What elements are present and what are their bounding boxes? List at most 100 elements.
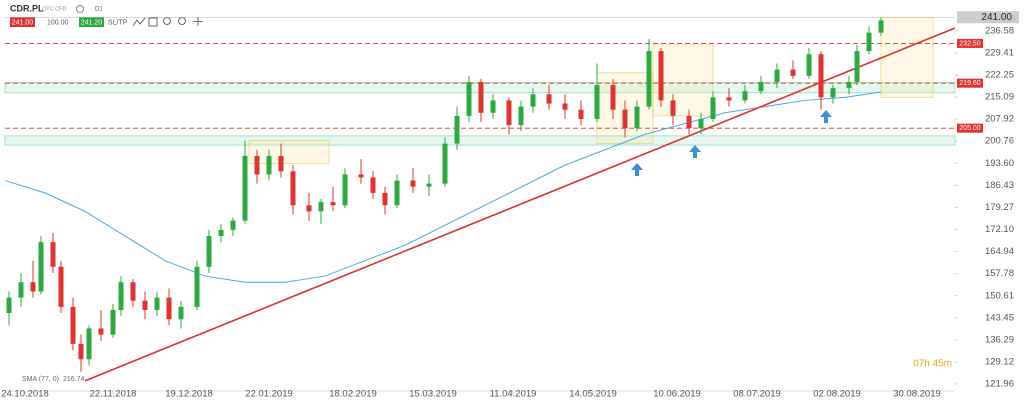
candle-body	[38, 242, 44, 292]
candle-body	[686, 115, 692, 129]
candle-body	[426, 183, 432, 187]
level-label: 232.50	[959, 40, 981, 47]
candle-body	[878, 20, 884, 33]
candle-body	[30, 282, 36, 292]
y-tick-label: 143.45	[985, 312, 1014, 323]
candle-body	[578, 109, 584, 119]
trendline	[84, 27, 956, 382]
support-zone	[4, 135, 956, 146]
candle-body	[194, 266, 200, 307]
buy-box[interactable]	[79, 17, 104, 27]
candle-body	[98, 328, 104, 335]
candle-body	[546, 94, 552, 104]
timeframe[interactable]: D1	[95, 7, 103, 13]
x-tick-label: 10.06.2019	[653, 389, 701, 400]
candle-body	[86, 328, 92, 360]
indicator-icon[interactable]	[148, 17, 158, 27]
candle-body	[758, 81, 764, 92]
candle-body	[466, 81, 472, 116]
y-tick-label: 121.96	[985, 379, 1014, 390]
candle-body	[610, 85, 616, 110]
candle-body	[130, 282, 136, 301]
candle-body	[318, 202, 324, 212]
sl-tp[interactable]: SL/TP	[108, 19, 128, 26]
up-arrow	[631, 163, 643, 176]
candle-body	[78, 343, 84, 360]
candle-body	[774, 69, 780, 82]
candle-body	[442, 143, 448, 184]
candle-body	[846, 81, 852, 89]
candle-body	[70, 306, 76, 344]
candle-body	[50, 242, 56, 267]
volume[interactable]: 100.00	[47, 19, 69, 26]
candle-body	[178, 306, 184, 320]
y-tick-label: 229.41	[985, 47, 1014, 58]
y-tick-label: 129.12	[985, 356, 1014, 367]
sma-line	[4, 91, 882, 283]
candle-body	[18, 282, 24, 298]
candle-body	[790, 69, 796, 76]
sma-name: SMA (77, 0)	[22, 376, 59, 383]
candle-body	[506, 100, 512, 126]
candle-body	[306, 205, 312, 212]
up-arrow	[820, 110, 832, 123]
clock-icon[interactable]	[76, 5, 84, 13]
candle-body	[254, 155, 260, 175]
x-tick-label: 11.04.2019	[490, 389, 537, 400]
y-tick-label: 222.25	[985, 70, 1014, 81]
level-tag	[957, 38, 983, 48]
candle-body	[382, 192, 388, 206]
x-tick-label: 30.08.2019	[893, 389, 941, 400]
candle-body	[518, 106, 524, 126]
sma-last: 216.74	[63, 376, 85, 383]
candle-body	[370, 177, 376, 193]
y-tick-label: 215.09	[985, 92, 1014, 103]
candle-body	[154, 297, 160, 310]
x-tick-label: 08.07.2019	[733, 389, 781, 400]
y-tick-label: 236.58	[985, 25, 1014, 36]
timer: 07h 45m	[913, 359, 952, 370]
candle-body	[622, 109, 628, 129]
sell-price[interactable]: 241.00	[12, 19, 34, 26]
candle-body	[454, 115, 460, 144]
candle-body	[670, 100, 676, 116]
candle-body	[658, 51, 664, 101]
candle-body	[478, 81, 484, 113]
candle-body	[290, 171, 296, 206]
y-tick-label: 179.27	[985, 202, 1014, 213]
highlight-box	[880, 16, 934, 98]
candle-body	[806, 54, 812, 76]
x-tick-label: 24.10.2018	[1, 389, 49, 400]
candle-body	[278, 155, 284, 172]
candle-body	[710, 97, 716, 119]
candle-body	[110, 309, 116, 335]
candle-body	[562, 103, 568, 110]
y-tick-label: 172.10	[985, 224, 1014, 235]
up-arrow	[689, 145, 701, 158]
candle-body	[142, 300, 148, 310]
last-price-label: 241.00	[981, 12, 1012, 23]
candle-body	[330, 202, 336, 206]
candle-body	[698, 118, 704, 129]
x-tick-label: 15.03.2019	[409, 389, 457, 400]
candle-body	[818, 54, 824, 98]
crosshair-icon[interactable]	[193, 17, 203, 26]
last-price-tag	[957, 11, 1019, 24]
chart-type-icon[interactable]	[132, 17, 146, 27]
candle-body	[646, 51, 652, 107]
sell-box[interactable]	[10, 17, 35, 27]
y-tick-label: 150.61	[985, 290, 1014, 301]
y-tick-label: 200.76	[985, 136, 1014, 147]
candle-body	[242, 155, 248, 221]
x-tick-label: 22.01.2019	[245, 389, 293, 400]
candle-body	[490, 100, 496, 113]
x-tick-label: 02.08.2019	[813, 389, 861, 400]
y-tick-label: 164.94	[985, 246, 1014, 257]
candle-body	[394, 180, 400, 206]
buy-price[interactable]: 241.20	[81, 19, 103, 26]
candle-body	[634, 106, 640, 129]
candle-body	[866, 32, 872, 52]
candle-body	[166, 297, 172, 320]
